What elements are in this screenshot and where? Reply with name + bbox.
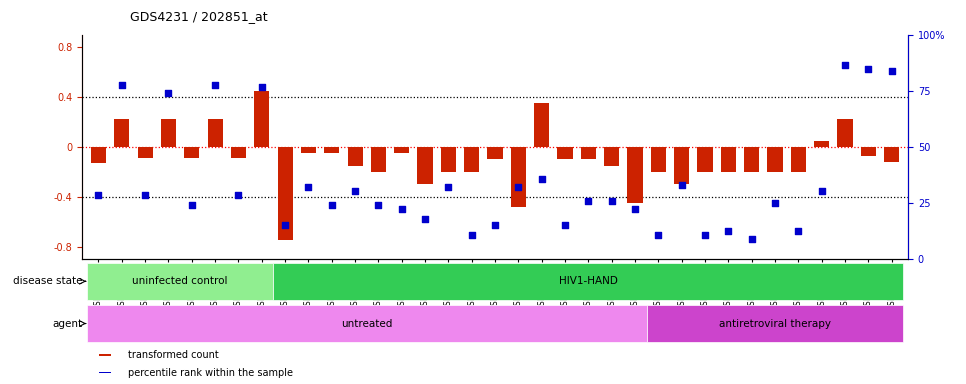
Bar [646,305,903,342]
Bar [488,147,502,159]
Bar [744,147,759,172]
Point [324,202,339,208]
Bar [814,141,829,147]
Point [254,84,270,90]
Point [511,184,526,190]
Bar [99,372,111,373]
Bar [417,147,433,184]
Bar [137,147,153,158]
Bar [721,147,736,172]
Point [534,176,550,182]
Point [557,222,573,228]
Bar [697,147,713,172]
Point [767,200,782,206]
Text: HIV1-HAND: HIV1-HAND [559,276,618,286]
Bar [511,147,526,207]
Point [300,184,316,190]
Point [697,232,713,238]
Point [137,192,153,198]
Point [464,232,479,238]
Bar [348,147,362,166]
Bar [91,147,106,163]
Bar [325,147,339,153]
Point [91,192,106,198]
Bar [273,263,903,300]
Point [371,202,386,208]
Text: GDS4231 / 202851_at: GDS4231 / 202851_at [130,10,268,23]
Bar [651,147,666,172]
Bar [440,147,456,172]
Bar [231,147,246,158]
Bar [114,119,129,147]
Point [417,216,433,222]
Bar [534,103,550,147]
Text: uninfected control: uninfected control [132,276,228,286]
Bar [604,147,619,166]
Text: agent: agent [52,318,82,329]
Bar [161,119,176,147]
Point [160,90,176,96]
Text: percentile rank within the sample: percentile rank within the sample [128,367,293,377]
Point [231,192,246,198]
Text: transformed count: transformed count [128,350,218,360]
Point [581,198,596,204]
Text: untreated: untreated [341,318,392,329]
Bar [581,147,596,159]
Bar [185,147,199,158]
Point [651,232,667,238]
Point [185,202,200,208]
Point [277,222,293,228]
Point [487,222,502,228]
Bar [300,147,316,153]
Point [790,228,806,234]
Point [394,206,410,212]
Bar [791,147,806,172]
Bar [838,119,853,147]
Point [744,236,759,242]
Point [440,184,456,190]
Bar [674,147,690,184]
Bar [87,263,273,300]
Bar [767,147,782,172]
Bar [557,147,573,159]
Bar [87,305,646,342]
Point [721,228,736,234]
Text: disease state: disease state [13,276,82,286]
Point [838,62,853,68]
Point [674,182,690,188]
Bar [884,147,899,162]
Point [884,68,899,74]
Text: antiretroviral therapy: antiretroviral therapy [719,318,831,329]
Point [604,198,619,204]
Bar [394,147,410,153]
Bar [628,147,642,203]
Point [208,82,223,88]
Bar [208,119,223,147]
Point [814,188,830,194]
Bar [861,147,876,156]
Bar [371,147,386,172]
Bar [254,91,270,147]
Point [861,66,876,72]
Bar [99,354,111,356]
Bar [464,147,479,172]
Point [627,206,642,212]
Bar [277,147,293,240]
Point [114,82,129,88]
Point [348,188,363,194]
